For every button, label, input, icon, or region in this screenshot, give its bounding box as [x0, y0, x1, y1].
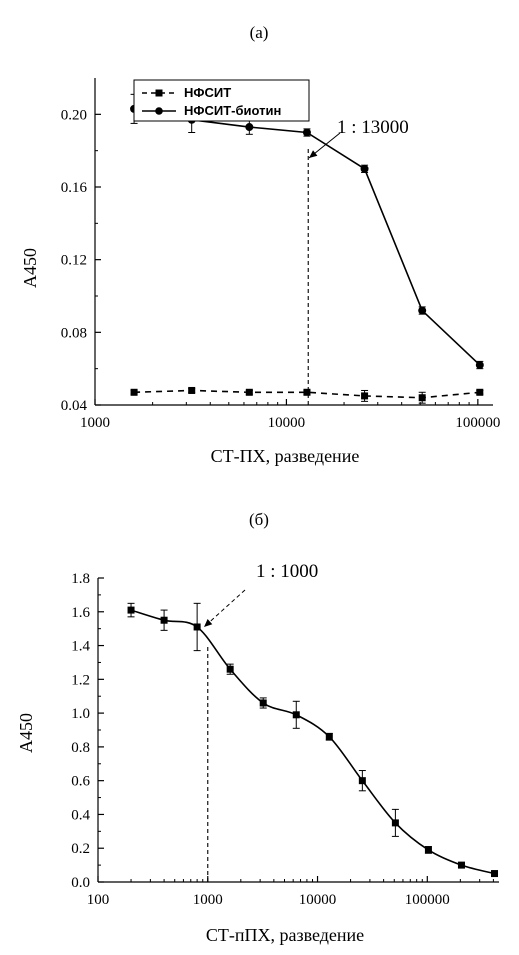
chart-b-x-tick-label: 100	[87, 892, 110, 908]
chart-a-x-axis-title: СТ-ПХ, разведение	[211, 446, 360, 466]
chart-a-y-tick-label: 0.20	[61, 107, 87, 123]
chart-a-annotation: 1 : 13000	[307, 117, 409, 405]
chart-b-annotation: 1 : 1000	[203, 561, 318, 882]
chart-a-point	[360, 164, 369, 173]
chart-a-point	[475, 361, 484, 370]
chart-a-point	[245, 388, 253, 396]
chart-a-x-tick-label: 100000	[455, 415, 500, 431]
chart-b-annotation-label: 1 : 1000	[256, 561, 318, 582]
chart-b-point	[358, 777, 366, 785]
chart-b-annotation-arrow	[203, 589, 246, 628]
chart-a-panel-label: (a)	[250, 23, 269, 42]
chart-b-panel-label: (б)	[249, 510, 269, 529]
chart-b-series	[127, 602, 499, 878]
chart-b-y-tick-label: 1.6	[71, 605, 90, 621]
chart-b-y-tick-label: 0.0	[71, 875, 90, 891]
chart-b-y-tick-label: 0.2	[71, 841, 90, 857]
chart-b-y-tick-label: 1.4	[71, 639, 90, 655]
chart-a-point	[188, 386, 196, 394]
chart-a-legend-label-0: НФСИТ	[184, 85, 231, 100]
chart-a-point	[130, 388, 138, 396]
chart-a-y-tick-label: 0.12	[61, 253, 87, 269]
chart-a-legend: НФСИТ НФСИТ-биотин	[133, 79, 310, 122]
chart-b-point	[259, 699, 267, 707]
chart-a-point	[245, 123, 254, 132]
chart-b-y-tick-label: 1.8	[71, 571, 90, 587]
chart-b-point	[160, 616, 168, 624]
chart-b-y-tick-label: 0.6	[71, 774, 90, 790]
chart-b-point	[193, 623, 201, 631]
chart-b-point	[325, 733, 333, 741]
chart-a-y-ticks: 0.04 0.08 0.12 0.16 0.20	[61, 107, 101, 414]
chart-b-x-tick-label: 1000	[193, 892, 223, 908]
chart-b-x-axis-title: СТ-пПХ, разведение	[206, 925, 364, 945]
chart-b-y-axis-title: A450	[16, 713, 36, 753]
chart-b-point	[127, 606, 135, 614]
chart-a-x-tick-label: 1000	[80, 415, 110, 431]
chart-a-point	[361, 392, 369, 400]
chart-a-x-ticks: 1000 10000 100000	[80, 399, 500, 431]
chart-a-point	[418, 394, 426, 402]
chart-a-y-axis-title: A450	[20, 248, 40, 288]
chart-b-annotation-arrowhead	[204, 619, 213, 627]
chart-a-axes	[94, 78, 493, 406]
chart-a-x-tick-label: 10000	[268, 415, 306, 431]
chart-b-point	[457, 861, 465, 869]
chart-a-legend-box	[133, 79, 310, 122]
chart-b-y-tick-label: 0.4	[71, 807, 90, 823]
chart-a-series	[130, 93, 484, 404]
chart-b-y-tick-label: 0.8	[71, 740, 90, 756]
chart-a-legend-label-1: НФСИТ-биотин	[184, 103, 281, 118]
chart-a-legend-marker-1	[155, 107, 163, 115]
chart-b-point	[491, 870, 499, 878]
chart-b-y-ticks: 0.0 0.2 0.4 0.6 0.8 1.0 1.2 1.4 1.6 1.8	[71, 571, 104, 891]
chart-b-series-line-0	[130, 609, 495, 875]
chart-b-point	[424, 846, 432, 854]
chart-a-y-tick-label: 0.04	[61, 398, 88, 414]
chart-b-point	[226, 665, 234, 673]
chart-b-point	[391, 819, 399, 827]
chart-a-point	[302, 128, 311, 137]
chart-a-annotation-arrowhead	[309, 150, 318, 158]
chart-b-x-tick-label: 100000	[405, 892, 450, 908]
chart-b-x-tick-label: 10000	[299, 892, 337, 908]
chart-b-y-tick-label: 1.2	[71, 672, 90, 688]
chart-a-point	[418, 306, 427, 315]
chart-a-point	[303, 388, 311, 396]
chart-b: (б) 100 1000 10000 100000 0.0 0.2 0.4 0.6 0.8 1.…	[16, 510, 499, 945]
chart-b-axes	[97, 578, 499, 883]
chart-b-point	[292, 711, 300, 719]
chart-a-y-tick-label: 0.08	[61, 325, 87, 341]
chart-b-x-ticks: 100 1000 10000 100000	[87, 876, 494, 908]
chart-a-y-tick-label: 0.16	[61, 180, 88, 196]
chart-a-annotation-label: 1 : 13000	[337, 117, 409, 138]
chart-a-legend-marker-0	[155, 89, 163, 97]
chart-a-series-line-1	[133, 108, 481, 366]
chart-a-point	[476, 388, 484, 396]
chart-a: (a) 1000 10000 100000 0.04 0.08 0.12 0.16 0.20…	[20, 23, 500, 466]
chart-b-y-tick-label: 1.0	[71, 706, 90, 722]
